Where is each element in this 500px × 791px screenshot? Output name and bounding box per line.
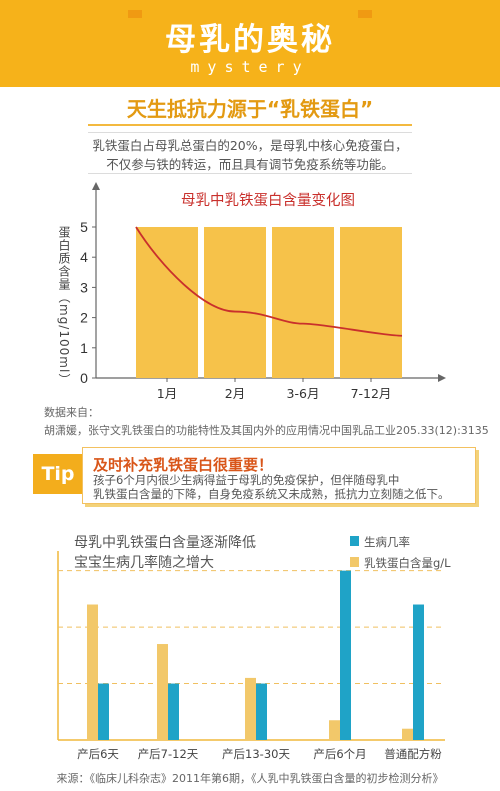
tip-text-line-1: 孩子6个月内很少生病得益于母乳的免疫保护，但伴随母乳中 [93,473,400,487]
tip-text-line-2: 乳铁蛋白含量的下降，自身免疫系统又未成熟，抵抗力立刻随之低下。 [93,487,450,501]
y-tick-label: 2 [80,310,88,326]
legend-illness-rate: 生病几率 [350,534,410,550]
tip-heading: 及时补充乳铁蛋白很重要！ [93,456,274,474]
intro-note-line-2: 不仅参与铁的转运，而且具有调节免疫系统等功能。 [106,157,394,172]
x-tick-label: 1月 [157,386,177,400]
bar-illness-rate [168,683,179,740]
x-tick-label: 普通配方粉 [384,747,442,761]
tip-text: 孩子6个月内很少生病得益于母乳的免疫保护，但伴随母乳中 乳铁蛋白含量的下降，自身… [93,473,473,501]
page-title: 母乳的奥秘 [165,22,335,58]
y-axis-arrow [92,182,100,190]
y-tick-label: 3 [80,279,88,295]
chart1-title: 母乳中乳铁蛋白含量变化图 [181,192,355,209]
bar [204,227,266,378]
bar-illness-rate [413,604,424,740]
bar-lactoferrin [329,720,340,740]
intro-note: 乳铁蛋白占母乳总蛋白的20%，是母乳中核心免疫蛋白， 不仅参与铁的转运，而且具有… [88,132,412,174]
data-source-label: 数据来自： [44,406,99,419]
section-title: 天生抵抗力源于“乳铁蛋白” [126,97,374,121]
y-tick-label: 4 [80,249,88,265]
tip-badge: Tip [33,454,83,494]
bar-illness-rate [256,683,267,740]
section-divider [88,124,412,126]
x-tick-label: 产后6天 [77,747,119,761]
y-tick-label: 1 [80,340,88,356]
intro-note-line-1: 乳铁蛋白占母乳总蛋白的20%，是母乳中核心免疫蛋白， [92,138,408,153]
y-tick-label: 5 [80,219,88,235]
trend-line [135,226,403,337]
bar-lactoferrin [402,728,413,740]
bar-illness-rate [340,570,351,740]
y-tick-label: 0 [80,370,88,386]
chart2-subtitle: 宝宝生病几率随之增大 [74,555,214,571]
legend-label-lactoferrin: 乳铁蛋白含量g/L [364,556,451,570]
bar [340,227,402,378]
x-tick-label: 3-6月 [287,386,320,400]
x-tick-label: 2月 [225,386,245,400]
chart2-title: 母乳中乳铁蛋白含量逐渐降低 [74,535,256,551]
illness-rate-chart: 产后6天 产后7-12天 产后13-30天 产后6个月 普通配方粉 [57,551,445,761]
bar-lactoferrin [157,644,168,740]
ribbon-right [358,10,372,18]
x-tick-label: 7-12月 [351,386,392,400]
x-axis-arrow [438,374,446,382]
x-tick-label: 产后7-12天 [138,747,199,761]
legend-swatch-yellow [350,557,359,567]
legend-swatch-blue [350,536,359,546]
x-tick-label: 产后13-30天 [222,747,290,761]
bar-illness-rate [98,683,109,740]
ribbon-left [128,10,142,18]
lactoferrin-change-chart: 0 1 2 3 4 5 蛋白质含量（mg/100ml） 母乳中乳铁蛋白含量变化图 1月 2月 3-6… [57,182,446,400]
tip-box: 及时补充乳铁蛋白很重要！ 孩子6个月内很少生病得益于母乳的免疫保护，但伴随母乳中… [82,447,476,504]
bar [272,227,334,378]
bar-lactoferrin [245,677,256,740]
bar-lactoferrin [87,604,98,740]
x-tick-label: 产后6个月 [313,747,366,761]
y-axis-label: 蛋白质含量（mg/100ml） [57,226,71,387]
bar [136,227,198,378]
data-source-text: 胡潇媛，张守文乳铁蛋白的功能特性及其国内外的应用情况中国乳品工业205.33(1… [44,424,489,437]
legend-lactoferrin: 乳铁蛋白含量g/L [350,555,451,571]
page-subtitle: mystery [190,58,310,76]
header-banner: 母乳的奥秘 mystery [0,0,500,87]
chart2-source: 来源：《临床儿科杂志》2011年第6期，《人乳中乳铁蛋白含量的初步检测分析》 [56,772,444,785]
legend-label-illness: 生病几率 [364,535,410,549]
